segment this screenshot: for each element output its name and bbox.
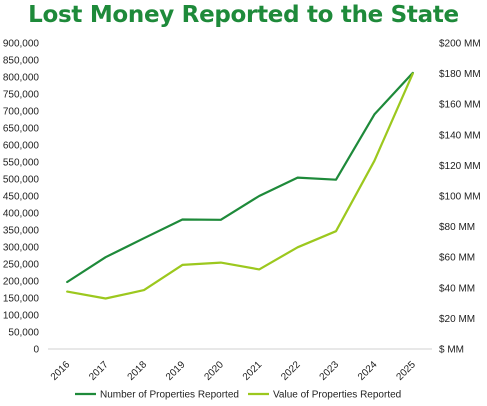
y-left-tick-label: 200,000 <box>3 277 40 288</box>
y-left-tick-label: 550,000 <box>3 158 40 169</box>
y-left-tick-label: 750,000 <box>3 90 40 101</box>
y-left-tick-label: 900,000 <box>3 39 40 50</box>
y-left-tick-label: 50,000 <box>8 328 39 339</box>
y-left-tick-label: 650,000 <box>3 124 40 135</box>
x-tick-label: 2025 <box>394 359 418 383</box>
x-tick-label: 2018 <box>126 359 150 383</box>
y-right-tick-label: $160 MM <box>439 100 481 111</box>
legend-label: Value of Properties Reported <box>273 390 401 401</box>
y-left-tick-label: 150,000 <box>3 294 40 305</box>
series-line-properties-value <box>66 72 414 300</box>
x-tick-label: 2016 <box>49 359 73 383</box>
series-line-properties-count <box>66 71 414 284</box>
y-right-tick-label: $140 MM <box>439 130 481 141</box>
x-tick-label: 2019 <box>164 359 188 383</box>
y-right-tick-label: $80 MM <box>439 222 475 233</box>
x-tick-label: 2023 <box>318 359 342 383</box>
x-tick-label: 2021 <box>241 359 265 383</box>
y-left-tick-label: 350,000 <box>3 226 40 237</box>
y-left-tick-label: 100,000 <box>3 311 40 322</box>
y-right-tick-label: $180 MM <box>439 69 481 80</box>
y-right-tick-label: $200 MM <box>439 39 481 50</box>
y-left-tick-label: 300,000 <box>3 243 40 254</box>
y-left-tick-label: 600,000 <box>3 141 40 152</box>
y-left-tick-label: 250,000 <box>3 260 40 271</box>
legend-label: Number of Properties Reported <box>100 390 239 401</box>
x-tick-label: 2017 <box>87 359 111 383</box>
y-left-tick-label: 400,000 <box>3 209 40 220</box>
y-right-tick-label: $120 MM <box>439 161 481 172</box>
y-right-tick-label: $40 MM <box>439 283 475 294</box>
y-right-tick-label: $100 MM <box>439 192 481 203</box>
y-left-tick-label: 500,000 <box>3 175 40 186</box>
y-right-tick-label: $20 MM <box>439 314 475 325</box>
x-tick-label: 2024 <box>356 359 380 383</box>
y-left-tick-label: 450,000 <box>3 192 40 203</box>
x-tick-label: 2022 <box>279 359 303 383</box>
y-right-tick-label: $ MM <box>439 345 464 356</box>
x-tick-label: 2020 <box>202 359 226 383</box>
y-left-tick-label: 0 <box>33 345 39 356</box>
y-left-tick-label: 700,000 <box>3 107 40 118</box>
chart-title: Lost Money Reported to the State <box>28 2 459 28</box>
y-left-tick-label: 800,000 <box>3 73 40 84</box>
y-right-tick-label: $60 MM <box>439 253 475 264</box>
y-left-tick-label: 850,000 <box>3 56 40 67</box>
